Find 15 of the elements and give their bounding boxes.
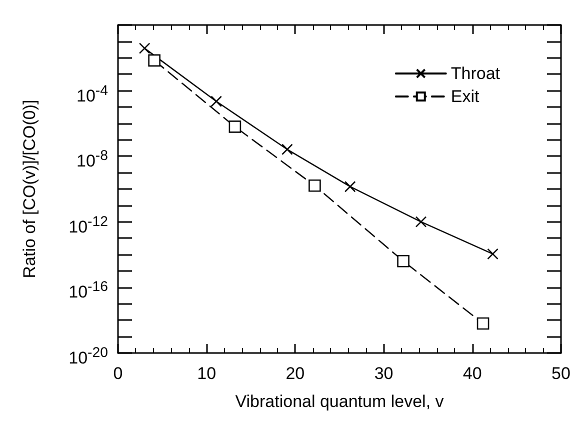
y-tick-label: 10$^{-16}$ xyxy=(68,278,108,302)
x-tick-label: 20 xyxy=(284,363,306,385)
x-tick-label: 50 xyxy=(550,363,572,385)
y-axis-title: Ratio of [CO(v)]/[CO(0)] xyxy=(20,100,39,278)
y-tick-label: 10$^{-8}$ xyxy=(76,147,108,171)
x-tick-label: 0 xyxy=(112,363,124,385)
x-tick-label: 30 xyxy=(373,363,394,385)
x-tick-label: 40 xyxy=(462,363,483,385)
legend-label: Exit xyxy=(450,87,480,106)
legend-label: Throat xyxy=(450,64,500,83)
y-tick-label: 10$^{-4}$ xyxy=(76,82,108,106)
y-tick-label: 10$^{-20}$ xyxy=(68,344,108,368)
x-tick-label: 10 xyxy=(196,363,218,385)
x-axis-title: Vibrational quantum level, v xyxy=(235,392,444,411)
y-tick-label: 10$^{-12}$ xyxy=(68,212,108,236)
